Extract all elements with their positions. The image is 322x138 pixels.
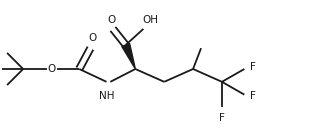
Text: F: F — [250, 62, 256, 72]
Text: O: O — [107, 15, 115, 25]
Text: F: F — [250, 91, 256, 101]
Text: F: F — [219, 113, 225, 123]
Text: O: O — [88, 33, 96, 43]
Text: OH: OH — [142, 15, 158, 25]
Text: O: O — [48, 64, 56, 74]
Polygon shape — [122, 43, 135, 69]
Text: NH: NH — [99, 91, 115, 101]
